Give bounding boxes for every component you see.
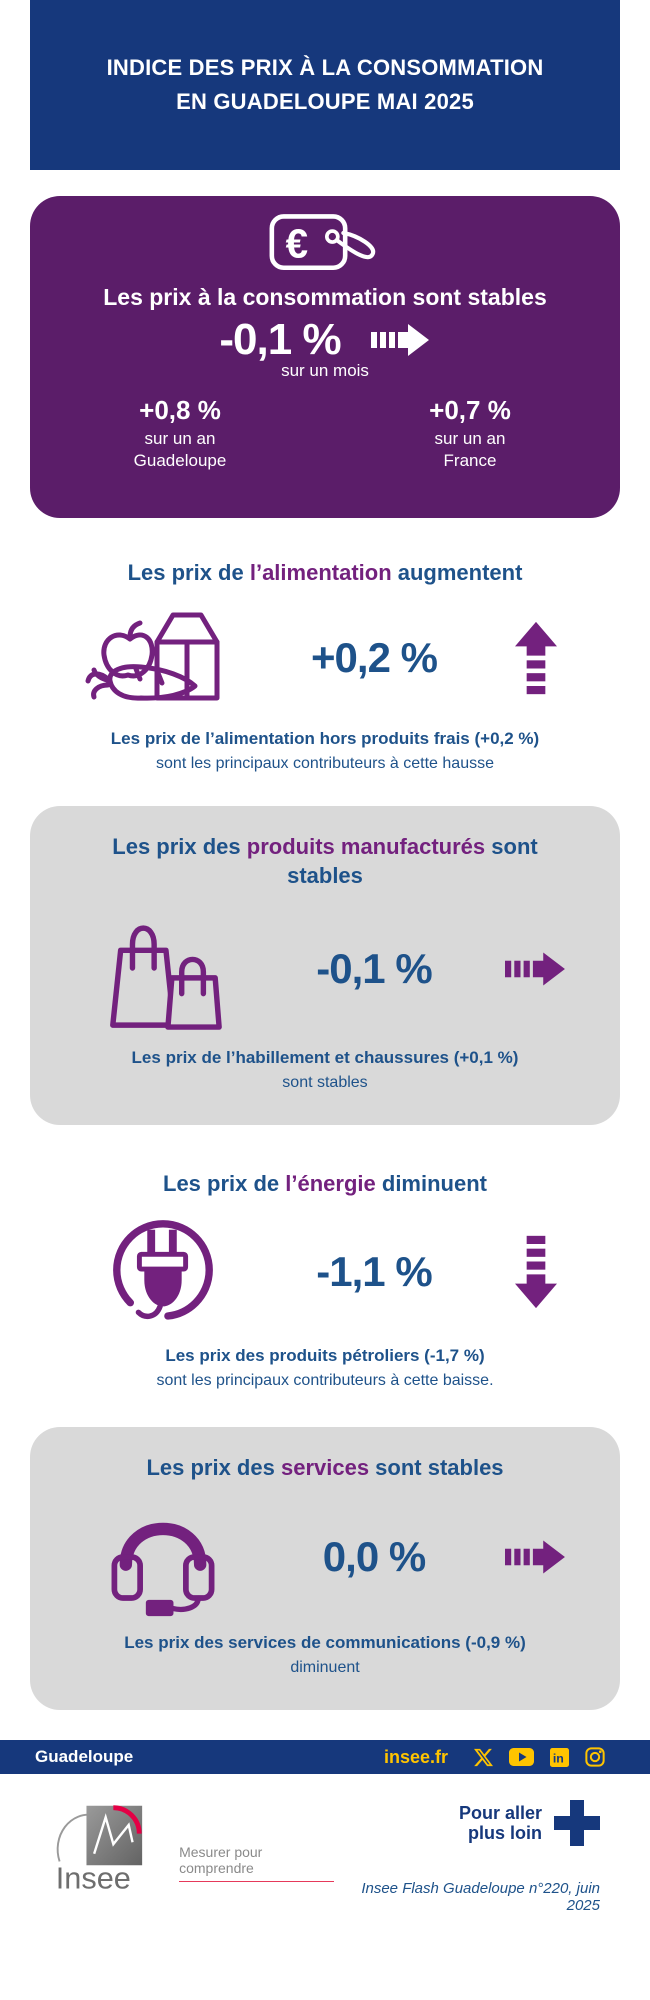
linkedin-icon[interactable]: in	[550, 1747, 569, 1767]
trend-stable-icon	[370, 321, 431, 359]
footer-band: Guadeloupe insee.fr in	[0, 1740, 650, 1775]
section-alimentation: Les prix de l’alimentation augmentent +0…	[0, 548, 650, 776]
insee-website-link[interactable]: insee.fr	[383, 1746, 448, 1767]
trend-up-icon	[500, 611, 572, 705]
page-title: INDICE DES PRIX À LA CONSOMMATION EN GUA…	[106, 54, 544, 114]
section-title: Les prix de l’alimentation augmentent	[127, 560, 523, 585]
trend-stable-icon	[500, 950, 572, 988]
hero-main-value: -0,1 %	[219, 315, 341, 364]
section-caption: Les prix des produits pétroliers (-1,7 %…	[156, 1345, 494, 1389]
trend-down-icon	[500, 1225, 572, 1319]
hero-period: sur un mois	[281, 361, 369, 380]
hero-title: Les prix à la consommation sont stables	[103, 284, 547, 310]
section-title: Les prix de l’énergie diminuent	[163, 1171, 487, 1197]
section-caption: Les prix de l’habillement et chaussures …	[131, 1048, 519, 1092]
svg-text:Insee: Insee	[56, 1861, 131, 1896]
youtube-icon[interactable]	[509, 1748, 534, 1767]
footer-region-label: Guadeloupe	[35, 1747, 134, 1767]
section-title: Les prix des produits manufacturés sont …	[112, 833, 538, 889]
trend-stable-icon	[500, 1538, 572, 1576]
insee-logo: Insee Mesurer pour comprendre	[50, 1800, 335, 1914]
svg-text:€: €	[286, 221, 308, 267]
section-value: 0,0 %	[322, 1533, 426, 1581]
electric-plug-icon	[78, 1213, 248, 1331]
footer-info: Insee Mesurer pour comprendre Pour aller…	[0, 1774, 650, 1914]
section-services: Les prix des services sont stables 0,0 %…	[30, 1426, 620, 1711]
headset-icon	[78, 1496, 248, 1618]
section-value: +0,2 %	[311, 633, 438, 681]
instagram-icon[interactable]	[585, 1747, 605, 1768]
hero-france-stat: +0,7 % sur un an France	[429, 395, 511, 471]
page-header: INDICE DES PRIX À LA CONSOMMATION EN GUA…	[30, 0, 620, 170]
food-icon	[78, 602, 248, 714]
insee-tagline: Mesurer pour comprendre	[179, 1844, 335, 1883]
pour-aller-plus-loin[interactable]: Pour aller plus loin	[334, 1800, 600, 1847]
section-caption: Les prix de l’alimentation hors produits…	[110, 728, 540, 772]
section-title: Les prix des services sont stables	[146, 1454, 504, 1480]
section-value: -1,1 %	[316, 1247, 432, 1295]
x-icon[interactable]	[474, 1748, 493, 1767]
svg-text:in: in	[553, 1752, 564, 1766]
section-produits-manufactures: Les prix des produits manufacturés sont …	[30, 805, 620, 1126]
plus-icon	[554, 1800, 600, 1847]
publication-reference: Insee Flash Guadeloupe n°220, juin 2025	[361, 1880, 600, 1915]
price-tag-icon: €	[30, 210, 620, 276]
shopping-bags-icon	[78, 905, 248, 1033]
section-caption: Les prix des services de communications …	[124, 1633, 526, 1677]
hero-guadeloupe-stat: +0,8 % sur un an Guadeloupe	[133, 395, 227, 471]
section-energie: Les prix de l’énergie diminuent -1,1 % L…	[0, 1159, 650, 1393]
hero-summary-card: € Les prix à la consommation sont stable…	[30, 196, 620, 518]
section-value: -0,1 %	[316, 945, 432, 993]
